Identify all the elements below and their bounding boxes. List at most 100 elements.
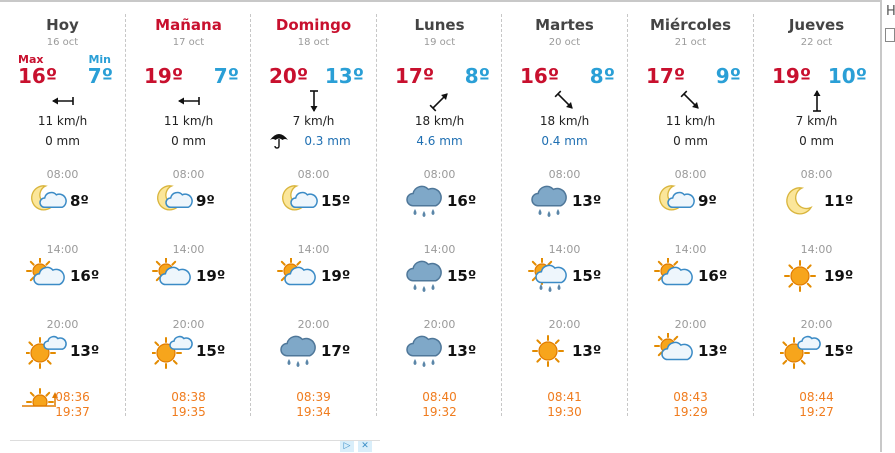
- umbrella-icon: [269, 130, 289, 150]
- precipitation: 0 mm: [45, 134, 80, 148]
- sunrise-time: 08:40: [422, 390, 457, 404]
- rain-cloud-icon: [403, 183, 445, 219]
- moon-cloud-icon: [277, 183, 319, 219]
- sunrise-time: 08:43: [673, 390, 708, 404]
- rain-cloud-icon: [403, 333, 445, 369]
- precipitation: 0 mm: [171, 134, 206, 148]
- day-column[interactable]: Mañana 17 oct 19º 7º 11 km/h 0 mm 08:00 9º 1…: [126, 6, 251, 426]
- sunset-time: 19:30: [547, 405, 582, 419]
- edge-text: H: [886, 4, 895, 19]
- min-temperature: 9º: [715, 64, 741, 88]
- slot-time: 08:00: [674, 168, 707, 181]
- sunset-time: 19:35: [171, 405, 206, 419]
- slot-time: 20:00: [423, 318, 456, 331]
- ad-play-button[interactable]: ▷: [340, 441, 354, 452]
- precipitation: 0.3 mm: [304, 134, 351, 148]
- day-column[interactable]: Jueves 22 oct 19º 10º 7 km/h 0 mm 08:00 11º…: [754, 6, 879, 426]
- wind-speed: 11 km/h: [163, 114, 214, 128]
- slot-time: 08:00: [800, 168, 833, 181]
- wind-arrow-icon: [678, 88, 704, 114]
- wind-arrow-icon: [552, 88, 578, 114]
- precipitation: 0 mm: [799, 134, 834, 148]
- slot-temperature: 15º: [321, 192, 351, 210]
- min-temperature: 8º: [589, 64, 615, 88]
- moon-icon: [780, 183, 822, 219]
- min-temperature: 13º: [324, 64, 364, 88]
- wind-arrow-icon: [301, 88, 327, 114]
- edge-checkbox[interactable]: [885, 28, 895, 42]
- wind-speed: 18 km/h: [414, 114, 465, 128]
- day-name: Miércoles: [649, 16, 732, 34]
- sun-icon: [528, 333, 570, 369]
- slot-time: 20:00: [172, 318, 205, 331]
- day-column[interactable]: Hoy 16 oct Max Min 16º 7º 11 km/h 0 mm 08:00 …: [0, 6, 125, 426]
- slot-time: 08:00: [423, 168, 456, 181]
- slot-time: 20:00: [46, 318, 79, 331]
- day-column[interactable]: Miércoles 21 oct 17º 9º 11 km/h 0 mm 08:00 …: [628, 6, 753, 426]
- sunset-time: 19:29: [673, 405, 708, 419]
- wind-speed: 7 km/h: [292, 114, 335, 128]
- slot-temperature: 11º: [824, 192, 854, 210]
- slot-temperature: 13º: [572, 192, 602, 210]
- slot-temperature: 13º: [70, 342, 100, 360]
- max-temperature: 19º: [144, 64, 184, 88]
- sunrise-time: 08:39: [296, 390, 331, 404]
- day-column[interactable]: Martes 20 oct 16º 8º 18 km/h 0.4 mm 08:00 1…: [502, 6, 627, 426]
- wind-arrow-icon: [50, 88, 76, 114]
- max-temperature: 16º: [18, 64, 58, 88]
- sun-cloud-icon: [654, 257, 696, 294]
- frame-right-border: [880, 0, 882, 452]
- max-temperature: 17º: [646, 64, 686, 88]
- slot-temperature: 15º: [572, 267, 602, 285]
- rain-cloud-icon: [277, 333, 319, 369]
- day-date: 16 oct: [46, 37, 79, 48]
- day-column[interactable]: Domingo 18 oct 20º 13º 7 km/h 0.3 mm 08:00 …: [251, 6, 376, 426]
- max-temperature: 19º: [772, 64, 812, 88]
- min-temperature: 10º: [827, 64, 867, 88]
- min-temperature: 7º: [213, 64, 239, 88]
- sun-icon: [780, 258, 822, 294]
- sun-small-cloud-icon: [24, 333, 68, 369]
- slot-time: 08:00: [172, 168, 205, 181]
- day-name: Mañana: [155, 16, 222, 34]
- day-name: Hoy: [46, 16, 79, 34]
- sun-cloud-icon: [654, 332, 696, 369]
- sun-small-cloud-icon: [150, 333, 194, 369]
- slot-temperature: 15º: [824, 342, 854, 360]
- slot-temperature: 13º: [572, 342, 602, 360]
- day-name: Martes: [535, 16, 594, 34]
- slot-time: 20:00: [548, 318, 581, 331]
- sun-rain-cloud-icon: [528, 257, 570, 294]
- slot-temperature: 16º: [447, 192, 477, 210]
- day-date: 18 oct: [297, 37, 330, 48]
- sunrise-time: 08:36: [55, 390, 90, 404]
- column-separator: [753, 14, 754, 416]
- slot-temperature: 19º: [321, 267, 351, 285]
- min-temperature: 8º: [464, 64, 490, 88]
- slot-time: 08:00: [548, 168, 581, 181]
- sun-small-cloud-icon: [778, 333, 822, 369]
- slot-temperature: 8º: [70, 192, 89, 210]
- wind-speed: 11 km/h: [37, 114, 88, 128]
- day-date: 19 oct: [423, 37, 456, 48]
- slot-temperature: 16º: [698, 267, 728, 285]
- slot-time: 14:00: [548, 243, 581, 256]
- sunset-time: 19:37: [55, 405, 90, 419]
- slot-time: 08:00: [297, 168, 330, 181]
- max-temperature: 17º: [395, 64, 435, 88]
- slot-temperature: 13º: [698, 342, 728, 360]
- wind-arrow-icon: [176, 88, 202, 114]
- moon-cloud-icon: [654, 183, 696, 219]
- slot-time: 08:00: [46, 168, 79, 181]
- ad-close-button[interactable]: ✕: [358, 441, 372, 452]
- rain-cloud-icon: [403, 258, 445, 294]
- sunrise-time: 08:41: [547, 390, 582, 404]
- sun-cloud-icon: [26, 257, 68, 294]
- column-separator: [250, 14, 251, 416]
- max-temperature: 16º: [520, 64, 560, 88]
- frame-top-border: [0, 0, 880, 2]
- sunset-time: 19:34: [296, 405, 331, 419]
- sunrise-time: 08:44: [799, 390, 834, 404]
- day-column[interactable]: Lunes 19 oct 17º 8º 18 km/h 4.6 mm 08:00 16…: [377, 6, 502, 426]
- max-temperature: 20º: [269, 64, 309, 88]
